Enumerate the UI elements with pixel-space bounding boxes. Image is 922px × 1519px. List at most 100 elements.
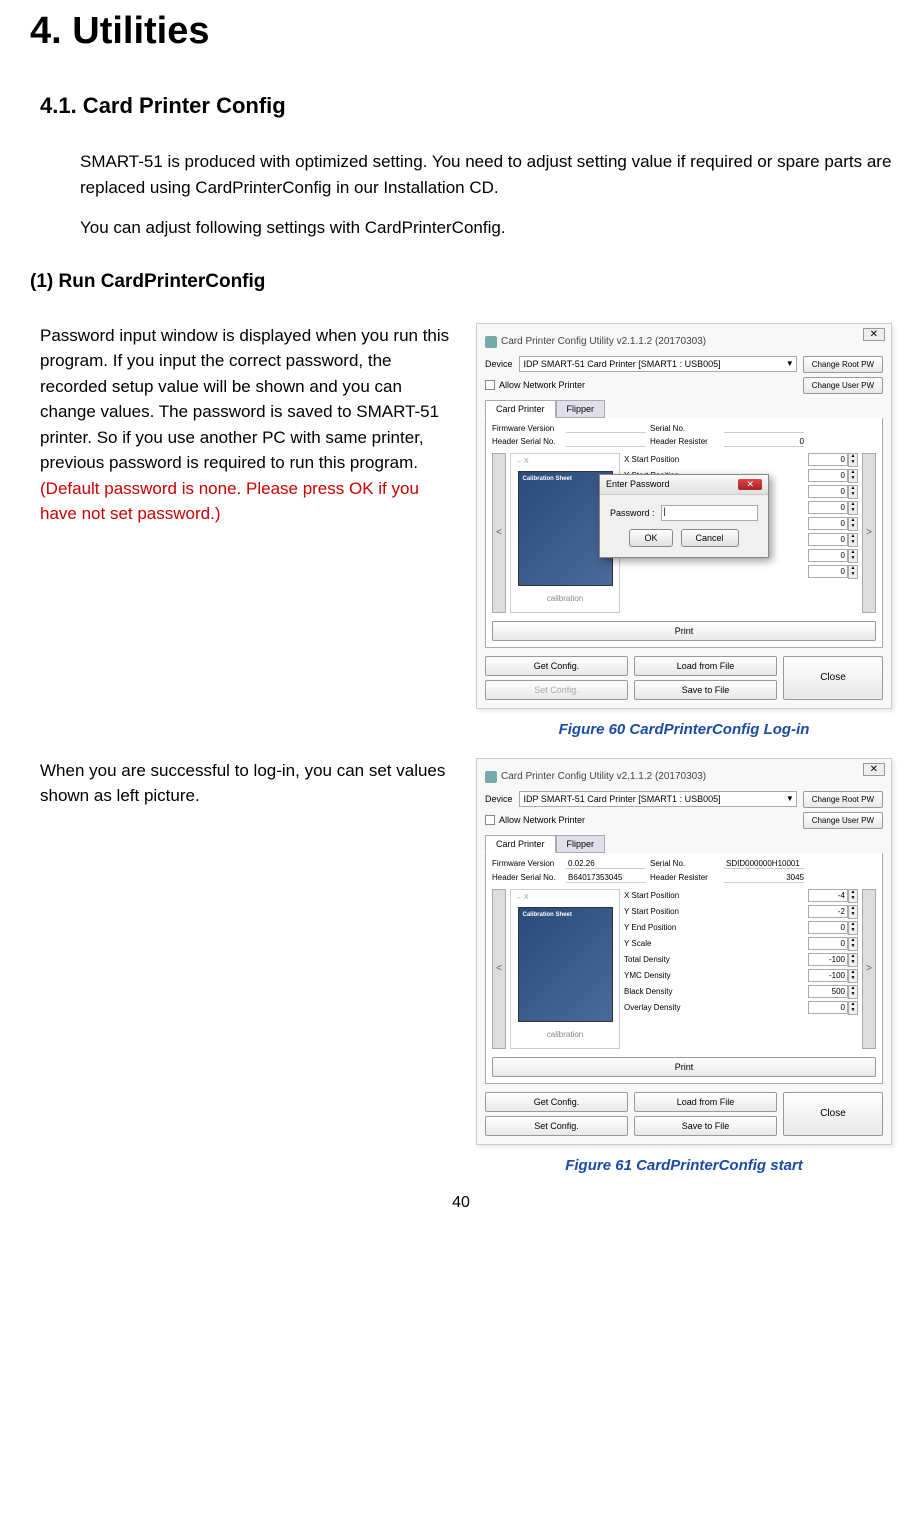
- save-to-file-button[interactable]: Save to File: [634, 680, 777, 700]
- change-user-pw-button[interactable]: Change User PW: [803, 377, 883, 394]
- bottom-col-1: Get Config. Set Config.: [485, 656, 628, 700]
- spinner-buttons[interactable]: ▲▼: [848, 517, 858, 531]
- tab-flipper[interactable]: Flipper: [556, 835, 606, 853]
- spinner-value[interactable]: -2: [808, 905, 848, 918]
- device-select[interactable]: IDP SMART-51 Card Printer [SMART1 : USB0…: [519, 791, 797, 807]
- spinner-value[interactable]: 500: [808, 985, 848, 998]
- spinner-value[interactable]: 0: [808, 549, 848, 562]
- serial-label: Serial No.: [650, 424, 720, 433]
- screenshot-1-container: ✕ Card Printer Config Utility v2.1.1.2 (…: [476, 323, 892, 738]
- window-title: Card Printer Config Utility v2.1.1.2 (20…: [485, 767, 883, 791]
- calibration-sheet: Calibration Sheet: [518, 907, 613, 1022]
- print-button[interactable]: Print: [492, 621, 876, 641]
- change-root-pw-button[interactable]: Change Root PW: [803, 791, 883, 808]
- spinner-value[interactable]: 0: [808, 453, 848, 466]
- tab-flipper[interactable]: Flipper: [556, 400, 606, 418]
- paragraph-1: Password input window is displayed when …: [30, 323, 456, 738]
- spinner-buttons[interactable]: ▲▼: [848, 565, 858, 579]
- spinner-value[interactable]: 0: [808, 565, 848, 578]
- spinner-buttons[interactable]: ▲▼: [848, 453, 858, 467]
- load-from-file-button[interactable]: Load from File: [634, 1092, 777, 1112]
- device-value: IDP SMART-51 Card Printer [SMART1 : USB0…: [524, 359, 721, 369]
- info-row-2: Header Serial No. B64017353045 Header Re…: [492, 873, 876, 883]
- spinner-buttons[interactable]: ▲▼: [848, 905, 858, 919]
- spinner-buttons[interactable]: ▲▼: [848, 469, 858, 483]
- spinner-buttons[interactable]: ▲▼: [848, 937, 858, 951]
- intro-paragraph-1: SMART-51 is produced with optimized sett…: [80, 149, 892, 200]
- spinner-value[interactable]: -4: [808, 889, 848, 902]
- spinner-buttons[interactable]: ▲▼: [848, 889, 858, 903]
- spinner-buttons[interactable]: ▲▼: [848, 985, 858, 999]
- spinner-buttons[interactable]: ▲▼: [848, 549, 858, 563]
- close-button[interactable]: Close: [783, 1092, 883, 1136]
- window-title-text: Card Printer Config Utility v2.1.1.2 (20…: [501, 771, 706, 782]
- tab-card-printer[interactable]: Card Printer: [485, 835, 556, 853]
- tabs: Card Printer Flipper: [485, 400, 883, 418]
- spinner-buttons[interactable]: ▲▼: [848, 501, 858, 515]
- nav-right[interactable]: >: [862, 889, 876, 1049]
- header-serial-value: B64017353045: [566, 873, 646, 883]
- spinner-buttons[interactable]: ▲▼: [848, 485, 858, 499]
- save-to-file-button[interactable]: Save to File: [634, 1116, 777, 1136]
- device-select[interactable]: IDP SMART-51 Card Printer [SMART1 : USB0…: [519, 356, 797, 372]
- nav-left[interactable]: <: [492, 889, 506, 1049]
- calib-label: Calibration Sheet: [523, 476, 572, 482]
- load-from-file-button[interactable]: Load from File: [634, 656, 777, 676]
- window-close-icon[interactable]: ✕: [863, 763, 885, 776]
- get-config-button[interactable]: Get Config.: [485, 656, 628, 676]
- dialog-close-icon[interactable]: ✕: [738, 479, 762, 490]
- spinner-value[interactable]: 0: [808, 485, 848, 498]
- row-2: Allow Network Printer Change User PW: [485, 812, 883, 829]
- app-icon: [485, 771, 497, 783]
- network-printer-checkbox[interactable]: [485, 380, 495, 390]
- spinner-value[interactable]: 0: [808, 501, 848, 514]
- nav-right[interactable]: >: [862, 453, 876, 613]
- preview: → X Calibration Sheet calibration: [510, 889, 620, 1049]
- checkbox-label: Allow Network Printer: [499, 380, 585, 390]
- close-button[interactable]: Close: [783, 656, 883, 700]
- spinner-value[interactable]: 0: [808, 469, 848, 482]
- serial-value: SDID000000H10001: [724, 859, 804, 869]
- header-resister-label: Header Resister: [650, 873, 720, 883]
- spinner-buttons[interactable]: ▲▼: [848, 969, 858, 983]
- spinner-row: Overlay Density0▲▼: [624, 1001, 858, 1015]
- spinner-buttons[interactable]: ▲▼: [848, 921, 858, 935]
- device-value: IDP SMART-51 Card Printer [SMART1 : USB0…: [524, 794, 721, 804]
- app-icon: [485, 336, 497, 348]
- spinner-value[interactable]: 0: [808, 533, 848, 546]
- spinner-value[interactable]: -100: [808, 969, 848, 982]
- change-root-pw-button[interactable]: Change Root PW: [803, 356, 883, 373]
- main-area: < → X Calibration Sheet calibration X St…: [492, 889, 876, 1049]
- spinner-buttons[interactable]: ▲▼: [848, 1001, 858, 1015]
- spinner-value[interactable]: 0: [808, 921, 848, 934]
- checkbox-label: Allow Network Printer: [499, 815, 585, 825]
- spinner-value[interactable]: 0: [808, 517, 848, 530]
- spinner-value[interactable]: 0: [808, 937, 848, 950]
- spinner-buttons[interactable]: ▲▼: [848, 533, 858, 547]
- cancel-button[interactable]: Cancel: [681, 529, 739, 547]
- spinner-value[interactable]: -100: [808, 953, 848, 966]
- bottom-buttons: Get Config. Set Config. Load from File S…: [485, 1092, 883, 1136]
- intro-paragraph-2: You can adjust following settings with C…: [80, 215, 892, 241]
- set-config-button[interactable]: Set Config.: [485, 1116, 628, 1136]
- dialog-row: Password : |: [610, 505, 758, 521]
- ok-button[interactable]: OK: [629, 529, 672, 547]
- window-close-icon[interactable]: ✕: [863, 328, 885, 341]
- spinner-label: Overlay Density: [624, 1003, 808, 1012]
- print-button[interactable]: Print: [492, 1057, 876, 1077]
- nav-left[interactable]: <: [492, 453, 506, 613]
- bottom-buttons: Get Config. Set Config. Load from File S…: [485, 656, 883, 700]
- paragraph-2: When you are successful to log-in, you c…: [30, 758, 456, 1174]
- spinner-buttons[interactable]: ▲▼: [848, 953, 858, 967]
- password-input[interactable]: |: [661, 505, 758, 521]
- network-printer-checkbox[interactable]: [485, 815, 495, 825]
- spinner-value[interactable]: 0: [808, 1001, 848, 1014]
- dropdown-arrow-icon: ▼: [786, 359, 794, 368]
- get-config-button[interactable]: Get Config.: [485, 1092, 628, 1112]
- para1-red: (Default password is none. Please press …: [40, 479, 419, 524]
- change-user-pw-button[interactable]: Change User PW: [803, 812, 883, 829]
- tab-card-printer[interactable]: Card Printer: [485, 400, 556, 418]
- header-resister-label: Header Resister: [650, 437, 720, 447]
- spinner-row: Y End Position0▲▼: [624, 921, 858, 935]
- fw-label: Firmware Version: [492, 859, 562, 869]
